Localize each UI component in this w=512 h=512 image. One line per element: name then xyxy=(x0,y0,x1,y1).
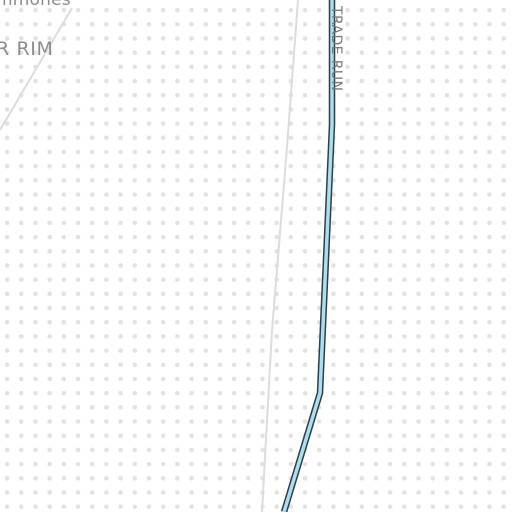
place-label-partial: mmones xyxy=(0,0,71,10)
trail-label-trade-run: TRADE RUN xyxy=(328,6,344,92)
area-label-rim: R RIM xyxy=(0,38,54,60)
diagonal-path-line xyxy=(0,7,73,131)
thin-road-line xyxy=(261,0,299,512)
trail-fill[interactable] xyxy=(282,0,334,512)
